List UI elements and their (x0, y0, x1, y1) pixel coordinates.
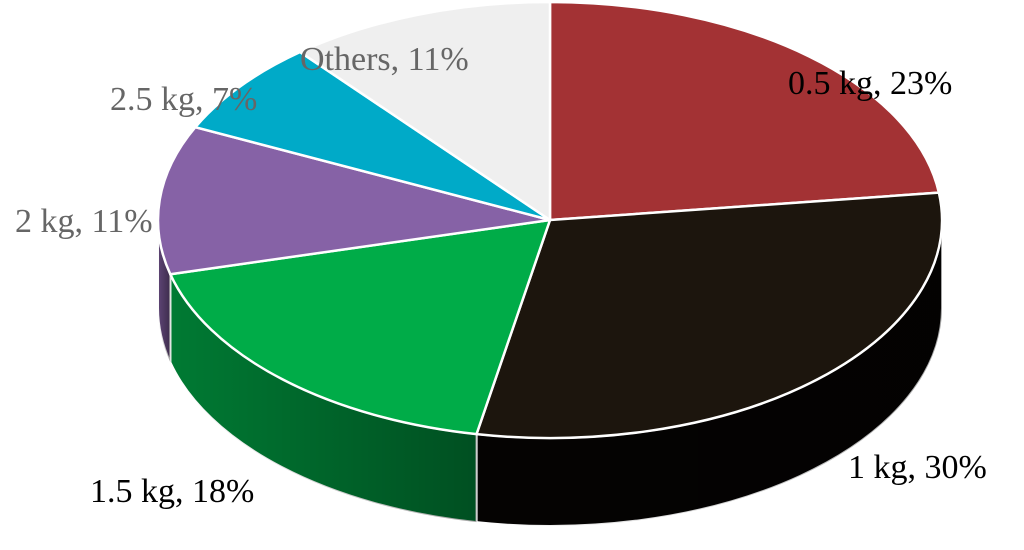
slice-2-kg (156, 125, 552, 276)
slice-label-others: Others, 11% (300, 41, 469, 78)
slice-1-5-kg (169, 218, 552, 436)
slice-label-1-kg: 1 kg, 30% (848, 449, 987, 486)
slice-side-shade-2-kg (158, 220, 171, 363)
slice-others (298, 0, 552, 222)
slice-1-kg (475, 191, 944, 440)
slice-label-2-kg: 2 kg, 11% (15, 203, 153, 240)
slice-2-5-kg (194, 50, 552, 222)
slice-label-2-5-kg: 2.5 kg, 7% (110, 81, 257, 118)
slice-0-5-kg (548, 0, 941, 222)
pie-slices (156, 0, 944, 440)
slice-label-0-5-kg: 0.5 kg, 23% (788, 65, 952, 102)
pie-labels: 0.5 kg, 23% 1 kg, 30% 1.5 kg, 18% 2 kg, 11%… (15, 41, 987, 510)
slice-side-shade-1-kg (476, 220, 942, 526)
slice-label-1-5-kg: 1.5 kg, 18% (90, 473, 254, 510)
